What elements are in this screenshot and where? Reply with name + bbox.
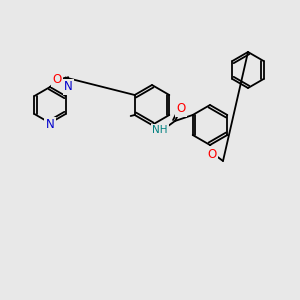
Text: O: O <box>53 74 62 84</box>
Text: NH: NH <box>152 125 168 135</box>
Text: N: N <box>65 82 73 92</box>
Text: N: N <box>46 119 54 129</box>
Text: O: O <box>52 73 61 86</box>
Text: O: O <box>176 103 186 116</box>
Text: O: O <box>207 148 217 160</box>
Text: N: N <box>64 80 73 93</box>
Text: N: N <box>46 118 54 131</box>
